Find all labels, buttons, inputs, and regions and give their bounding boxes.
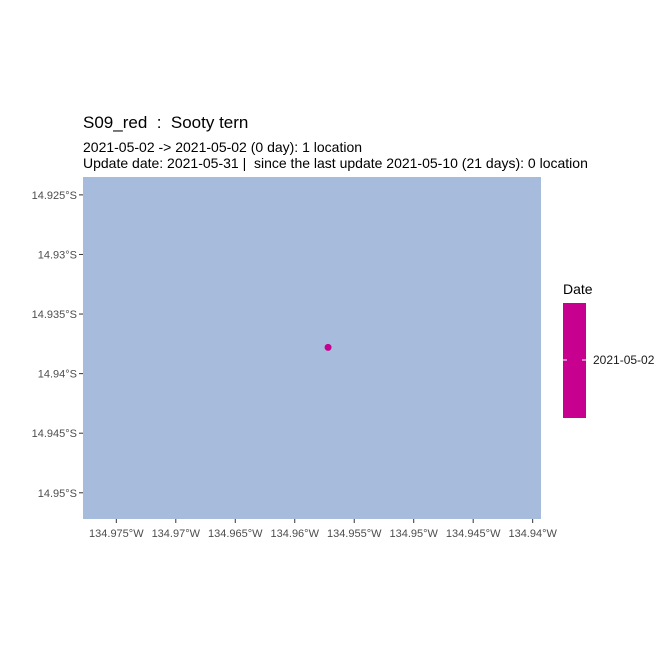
x-axis: 134.975°W 134.97°W 134.965°W 134.96°W 134.95… — [89, 519, 557, 540]
y-tick-label: 14.93°S — [38, 249, 77, 261]
chart-subtitle-line1: 2021-05-02 -> 2021-05-02 (0 day): 1 loca… — [83, 139, 363, 155]
x-tick-label: 134.97°W — [152, 528, 201, 540]
x-tick-label: 134.95°W — [389, 528, 438, 540]
y-tick-label: 14.945°S — [32, 428, 77, 440]
x-tick-label: 134.955°W — [327, 528, 382, 540]
x-tick-label: 134.965°W — [208, 528, 263, 540]
x-tick-label: 134.96°W — [271, 528, 320, 540]
location-point — [324, 343, 332, 351]
x-tick-label: 134.975°W — [89, 528, 144, 540]
map-panel — [83, 177, 541, 519]
chart-title: S09_red : Sooty tern — [83, 113, 249, 132]
chart-subtitle-line2: Update date: 2021-05-31 | since the last… — [83, 155, 588, 171]
legend-label: 2021-05-02 — [593, 353, 655, 367]
y-tick-label: 14.95°S — [38, 488, 77, 500]
legend-title: Date — [563, 281, 593, 297]
x-tick-label: 134.94°W — [508, 528, 557, 540]
location-points — [324, 343, 332, 351]
y-axis: 14.925°S 14.93°S 14.935°S 14.94°S 14.945°S 14… — [32, 190, 83, 500]
y-tick-label: 14.94°S — [38, 369, 77, 381]
legend-colorbar — [563, 303, 586, 418]
y-tick-label: 14.925°S — [32, 190, 77, 202]
x-tick-label: 134.945°W — [446, 528, 501, 540]
y-tick-label: 14.935°S — [32, 309, 77, 321]
